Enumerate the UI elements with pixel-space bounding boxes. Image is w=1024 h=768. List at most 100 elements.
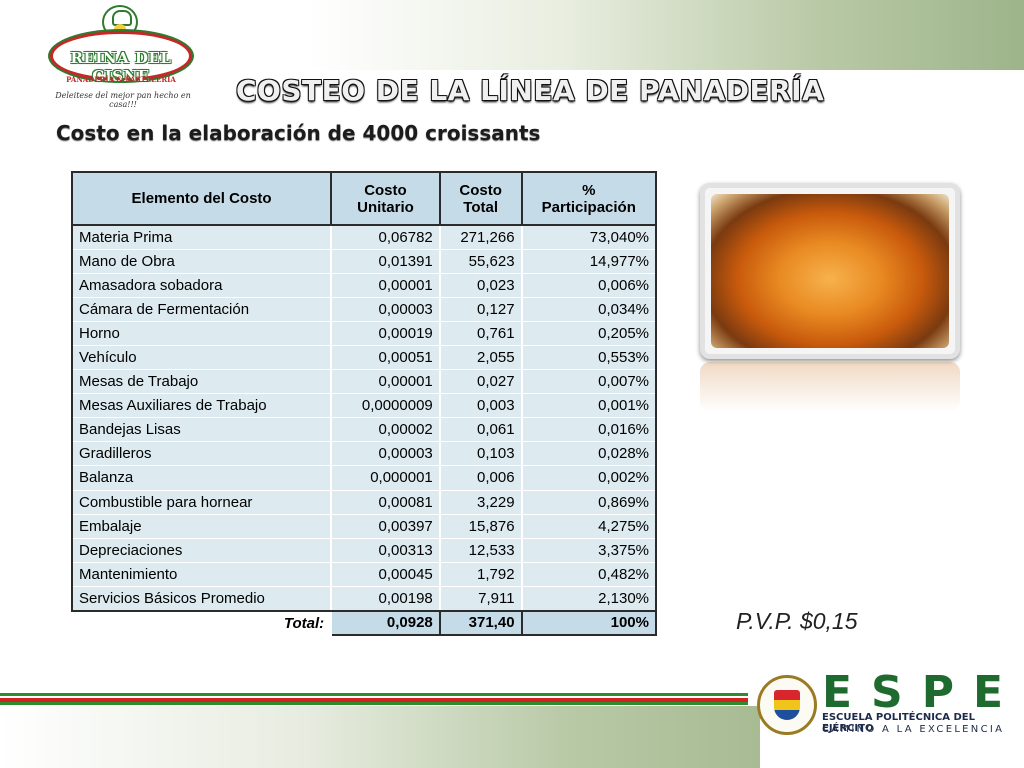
table-row: Amasadora sobadora 0,00001 0,023 0,006% bbox=[70, 272, 658, 298]
cell-item: Amasadora sobadora bbox=[70, 272, 333, 298]
total-total: 371,40 bbox=[439, 609, 523, 636]
footer-band bbox=[0, 706, 760, 768]
cell-item: Embalaje bbox=[70, 513, 333, 539]
cell-unit: 0,00003 bbox=[330, 441, 441, 467]
cell-unit: 0,00313 bbox=[330, 537, 441, 563]
table-total-row: Total: 0,0928 371,40 100% bbox=[72, 609, 658, 636]
cell-total: 0,127 bbox=[439, 296, 523, 322]
cell-unit: 0,00198 bbox=[330, 585, 441, 612]
footer-stripe-green-lower bbox=[0, 702, 748, 705]
cell-unit: 0,00397 bbox=[330, 513, 441, 539]
cell-item: Horno bbox=[70, 320, 333, 346]
sale-price: P.V.P. $0,15 bbox=[736, 608, 858, 634]
cell-pct: 4,275% bbox=[521, 513, 658, 539]
cell-unit: 0,0000009 bbox=[330, 393, 441, 419]
cell-item: Mesas Auxiliares de Trabajo bbox=[70, 393, 333, 419]
cell-pct: 0,205% bbox=[521, 320, 658, 346]
cell-total: 2,055 bbox=[439, 344, 523, 371]
slide-title: COSTEO DE LA LÍNEA DE PANADERÍA bbox=[236, 74, 825, 107]
cell-unit: 0,00001 bbox=[330, 369, 441, 395]
cell-item: Mantenimiento bbox=[70, 561, 333, 587]
cell-pct: 0,016% bbox=[521, 417, 658, 443]
cell-item: Cámara de Fermentación bbox=[70, 296, 333, 322]
cell-pct: 14,977% bbox=[521, 248, 658, 274]
cell-unit: 0,00002 bbox=[330, 417, 441, 443]
cell-item: Mesas de Trabajo bbox=[70, 369, 333, 395]
cell-pct: 0,007% bbox=[521, 369, 658, 395]
cell-item: Servicios Básicos Promedio bbox=[70, 585, 333, 612]
logo-subtitle: PANADERÍA & PASTELERÍA bbox=[66, 75, 176, 84]
cell-item: Gradilleros bbox=[70, 441, 333, 467]
cell-unit: 0,00081 bbox=[330, 489, 441, 515]
espe-school-name: ESCUELA POLITÉCNICA DEL EJÉRCITO bbox=[822, 712, 975, 734]
cell-item: Bandejas Lisas bbox=[70, 417, 333, 443]
cell-total: 0,027 bbox=[439, 369, 523, 395]
croissants-image-icon bbox=[711, 194, 949, 348]
espe-motto: CAMINO A LA EXCELENCIA bbox=[822, 724, 1005, 735]
cell-unit: 0,01391 bbox=[330, 248, 441, 274]
cell-pct: 0,482% bbox=[521, 561, 658, 587]
photo-reflection bbox=[700, 362, 960, 412]
table-row: Mesas de Trabajo 0,00001 0,027 0,007% bbox=[70, 369, 658, 395]
cell-pct: 0,869% bbox=[521, 489, 658, 515]
table-row: Mesas Auxiliares de Trabajo 0,0000009 0,… bbox=[70, 393, 658, 419]
cell-total: 0,006 bbox=[439, 465, 523, 491]
table-row: Gradilleros 0,00003 0,103 0,028% bbox=[70, 441, 658, 467]
total-label: Total: bbox=[72, 610, 333, 635]
cell-pct: 0,553% bbox=[521, 344, 658, 371]
cell-unit: 0,00051 bbox=[330, 344, 441, 371]
table-row: Servicios Básicos Promedio 0,00198 7,911… bbox=[70, 585, 658, 612]
cell-pct: 0,001% bbox=[521, 393, 658, 419]
cell-unit: 0,06782 bbox=[330, 223, 441, 250]
table-row: Combustible para hornear 0,00081 3,229 0… bbox=[70, 489, 658, 515]
table-row: Mano de Obra 0,01391 55,623 14,977% bbox=[70, 248, 658, 274]
cell-unit: 0,00019 bbox=[330, 320, 441, 346]
reina-del-cisne-logo: REINA DEL CISNE PANADERÍA & PASTELERÍA D… bbox=[40, 5, 200, 109]
logo-oval-badge bbox=[50, 31, 192, 81]
header-unit-cost: Costo Unitario bbox=[330, 171, 441, 226]
cell-pct: 0,006% bbox=[521, 272, 658, 298]
cell-item: Mano de Obra bbox=[70, 248, 333, 274]
cell-total: 0,103 bbox=[439, 441, 523, 467]
cost-table: Elemento del Costo Costo Unitario Costo To… bbox=[70, 171, 658, 636]
header-element: Elemento del Costo bbox=[70, 171, 333, 226]
table-row: Embalaje 0,00397 15,876 4,275% bbox=[70, 513, 658, 539]
footer-stripe-white bbox=[0, 696, 748, 698]
cell-unit: 0,00003 bbox=[330, 296, 441, 322]
table-row: Vehículo 0,00051 2,055 0,553% bbox=[70, 344, 658, 371]
cell-total: 1,792 bbox=[439, 561, 523, 587]
cell-item: Materia Prima bbox=[70, 223, 333, 250]
cell-pct: 0,034% bbox=[521, 296, 658, 322]
cell-pct: 3,375% bbox=[521, 537, 658, 563]
table-header-row: Elemento del Costo Costo Unitario Costo To… bbox=[70, 171, 658, 226]
cell-total: 0,761 bbox=[439, 320, 523, 346]
espe-logo-letters: ESPE bbox=[822, 667, 1023, 718]
cell-pct: 73,040% bbox=[521, 223, 658, 250]
table-row: Mantenimiento 0,00045 1,792 0,482% bbox=[70, 561, 658, 587]
footer-stripe-green bbox=[0, 693, 748, 696]
logo-tagline: Deleitese del mejor pan hecho en casa!!! bbox=[55, 91, 191, 109]
slide-subtitle: Costo en la elaboración de 4000 croissan… bbox=[56, 121, 541, 145]
cell-unit: 0,000001 bbox=[330, 465, 441, 491]
cell-unit: 0,00001 bbox=[330, 272, 441, 298]
cell-total: 7,911 bbox=[439, 585, 523, 612]
header-participation: % Participación bbox=[520, 171, 658, 226]
cell-total: 55,623 bbox=[439, 248, 523, 274]
croissants-photo bbox=[700, 183, 960, 359]
cell-total: 3,229 bbox=[439, 489, 523, 515]
chef-mascot-icon bbox=[102, 5, 138, 39]
table-row: Cámara de Fermentación 0,00003 0,127 0,0… bbox=[70, 296, 658, 322]
table-row: Horno 0,00019 0,761 0,205% bbox=[70, 320, 658, 346]
footer-stripe-red bbox=[0, 698, 748, 702]
cell-unit: 0,00045 bbox=[330, 561, 441, 587]
espe-seal-icon bbox=[757, 675, 817, 735]
total-pct: 100% bbox=[520, 609, 658, 636]
cell-total: 0,003 bbox=[439, 393, 523, 419]
table-row: Balanza 0,000001 0,006 0,002% bbox=[70, 465, 658, 491]
cell-total: 15,876 bbox=[439, 513, 523, 539]
cell-pct: 2,130% bbox=[521, 585, 658, 612]
cell-item: Combustible para hornear bbox=[70, 489, 333, 515]
cell-item: Depreciaciones bbox=[70, 537, 333, 563]
cell-item: Balanza bbox=[70, 465, 333, 491]
header-total-cost: Costo Total bbox=[438, 171, 523, 226]
